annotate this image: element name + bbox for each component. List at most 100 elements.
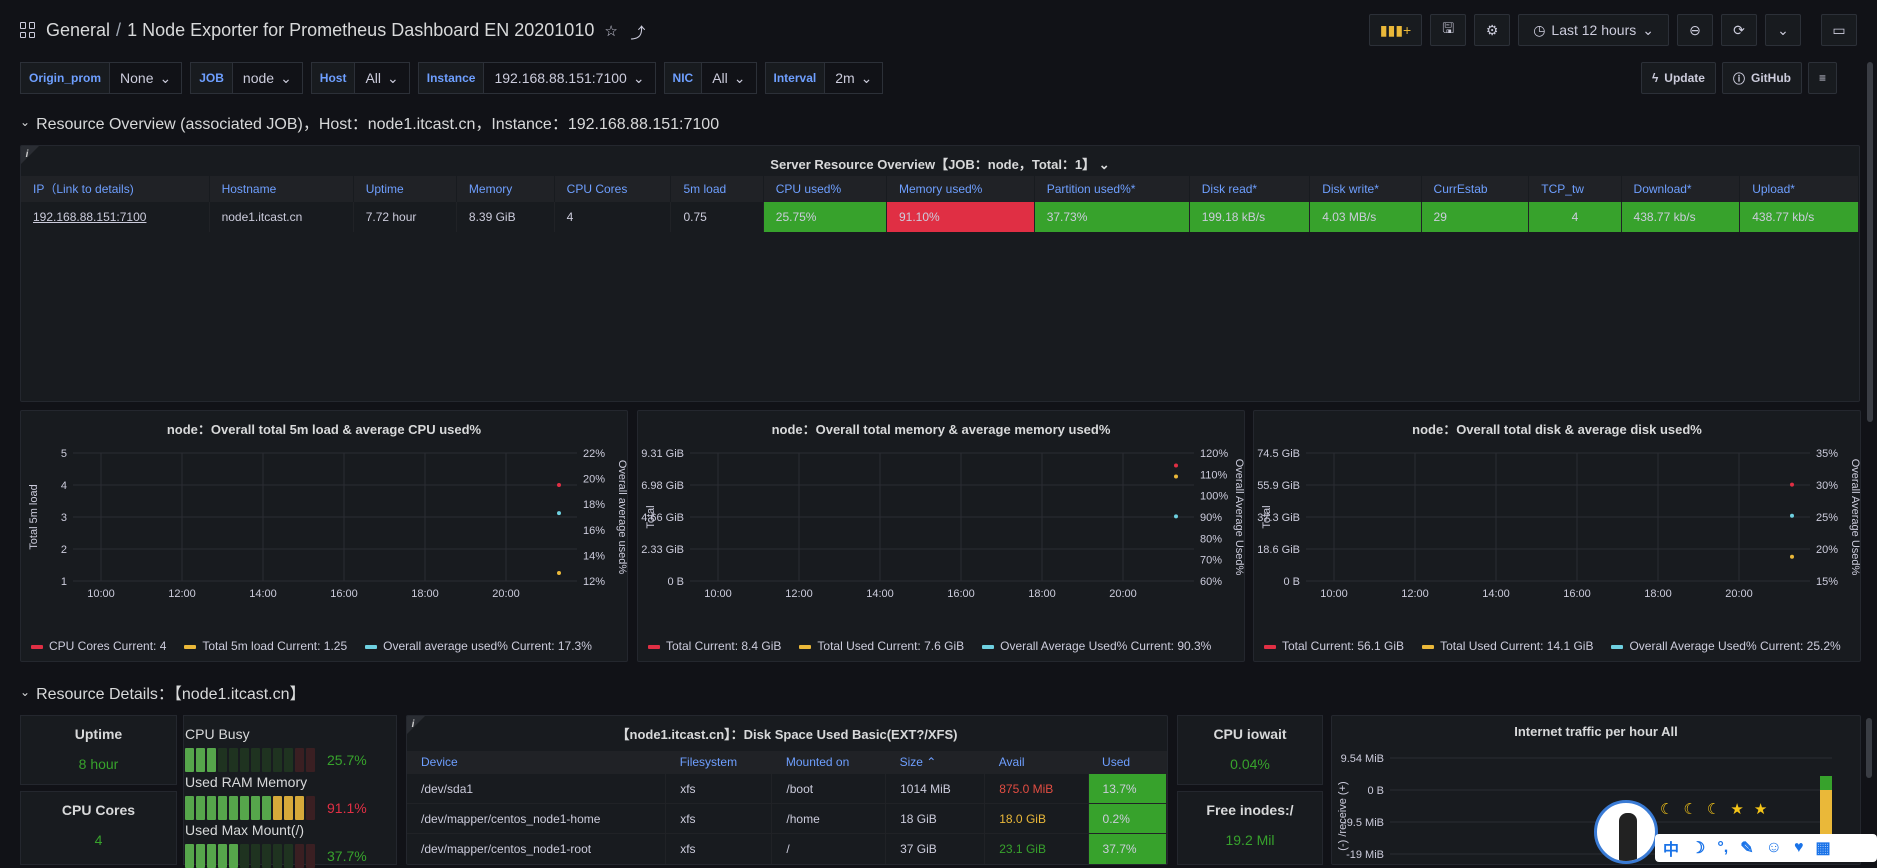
cell-size: 1014 MiB bbox=[885, 773, 986, 804]
moon-icon[interactable]: ☽ bbox=[1691, 840, 1706, 857]
x-tick-label: 16:00 bbox=[947, 588, 975, 600]
cell-download: 438.77 kb/s bbox=[1621, 201, 1741, 232]
star-icon[interactable]: ☆ bbox=[604, 23, 618, 40]
var-select-interval[interactable]: 2m ⌄ bbox=[825, 62, 884, 94]
stat-title[interactable]: CPU Cores bbox=[61, 802, 136, 818]
var-select-nic[interactable]: All ⌄ bbox=[702, 62, 757, 94]
memory-chart[interactable]: 9.31 GiB 6.98 GiB 4.66 GiB 2.33 GiB 0 B 120% 1… bbox=[638, 441, 1245, 631]
row-resource-overview[interactable]: ⌄ Resource Overview (associated JOB)，Host… bbox=[20, 110, 719, 134]
legend-item[interactable]: CPU Cores Current: 4 bbox=[31, 639, 166, 653]
col-tcp-tw[interactable]: TCP_tw bbox=[1528, 176, 1622, 202]
col-filesystem[interactable]: Filesystem bbox=[665, 751, 772, 774]
settings-button[interactable]: ⚙ bbox=[1474, 14, 1511, 46]
chinese-input-icon[interactable]: 中 bbox=[1663, 842, 1680, 859]
save-icon: 🖫 bbox=[1442, 20, 1455, 36]
legend-item[interactable]: Total 5m load Current: 1.25 bbox=[184, 639, 347, 653]
col-size[interactable]: Size ⌃ bbox=[885, 751, 985, 774]
col-used[interactable]: Used bbox=[1088, 751, 1167, 774]
stat-title[interactable]: Uptime bbox=[74, 726, 123, 742]
col-cpu-used[interactable]: CPU used% bbox=[763, 176, 887, 202]
update-link[interactable]: ϟ Update bbox=[1640, 62, 1716, 94]
panel-title[interactable]: Server Resource Overview【JOB：node，Total：… bbox=[770, 157, 1110, 172]
menu-button[interactable]: ≡ bbox=[1807, 62, 1837, 94]
legend-label: Overall Average Used% Current: 25.2% bbox=[1629, 639, 1841, 653]
stat-title[interactable]: Free inodes:/ bbox=[1206, 802, 1294, 818]
monitor-icon: ▭ bbox=[1832, 21, 1846, 38]
bar-gauge-value: 25.7% bbox=[327, 752, 367, 768]
legend-item[interactable]: Overall average used% Current: 17.3% bbox=[365, 639, 592, 653]
col-upload[interactable]: Upload* bbox=[1739, 176, 1859, 202]
legend-swatch bbox=[184, 644, 197, 649]
refresh-interval-button[interactable]: ⌄ bbox=[1765, 14, 1801, 46]
github-link[interactable]: ⓘ GitHub bbox=[1721, 62, 1802, 94]
tv-mode-button[interactable]: ▭ bbox=[1821, 14, 1857, 46]
col-partition-used[interactable]: Partition used%* bbox=[1034, 176, 1190, 202]
var-select-origin-prom[interactable]: None ⌄ bbox=[110, 62, 183, 94]
cell-disk-write: 4.03 MB/s bbox=[1309, 201, 1422, 232]
var-select-host[interactable]: All ⌄ bbox=[355, 62, 410, 94]
legend-item[interactable]: Total Current: 56.1 GiB bbox=[1264, 639, 1404, 653]
cell-ip[interactable]: 192.168.88.151:7100 bbox=[21, 201, 210, 232]
bar-gauge-cell bbox=[196, 748, 205, 772]
stat-value: 4 bbox=[94, 832, 103, 848]
page-scrollbar[interactable] bbox=[1867, 62, 1873, 422]
ip-link[interactable]: 192.168.88.151:7100 bbox=[33, 209, 147, 224]
col-avail[interactable]: Avail bbox=[984, 751, 1089, 774]
disk-chart[interactable]: 74.5 GiB 55.9 GiB 37.3 GiB 18.6 GiB 0 B 35% 30… bbox=[1254, 441, 1861, 631]
bar-gauge-cell bbox=[251, 844, 260, 868]
avatar-widget[interactable] bbox=[1594, 800, 1658, 864]
cell-uptime: 7.72 hour bbox=[353, 201, 457, 232]
legend-item[interactable]: Overall Average Used% Current: 25.2% bbox=[1611, 639, 1841, 653]
y-tick-label: -9.5 MiB bbox=[1343, 817, 1384, 829]
ime-toolbar[interactable]: 中 ☽ °, ✎ ☺ ♥ ▦ bbox=[1655, 834, 1877, 862]
col-hostname[interactable]: Hostname bbox=[209, 176, 354, 202]
share-icon[interactable]: ⤴ bbox=[630, 25, 646, 42]
col-currestab[interactable]: CurrEstab bbox=[1421, 176, 1530, 202]
save-button[interactable]: 🖫 bbox=[1430, 14, 1467, 46]
punctuation-icon[interactable]: °, bbox=[1717, 839, 1729, 856]
folder-link[interactable]: General bbox=[46, 19, 111, 40]
col-mounted-on[interactable]: Mounted on bbox=[771, 751, 886, 774]
zoom-out-button[interactable]: ⊖ bbox=[1677, 14, 1713, 46]
var-select-job[interactable]: node ⌄ bbox=[232, 62, 303, 94]
legend-item[interactable]: Total Used Current: 14.1 GiB bbox=[1422, 639, 1593, 653]
wrench-icon[interactable]: ✎ bbox=[1740, 840, 1754, 857]
col-download[interactable]: Download* bbox=[1621, 176, 1741, 202]
legend-item[interactable]: Total Current: 8.4 GiB bbox=[648, 639, 781, 653]
panel-title[interactable]: 【node1.itcast.cn】：Disk Space Used Basic(… bbox=[616, 727, 958, 742]
row-resource-details[interactable]: ⌄ Resource Details：【node1.itcast.cn】 bbox=[20, 680, 306, 704]
col-disk-write[interactable]: Disk write* bbox=[1309, 176, 1422, 202]
col-device[interactable]: Device bbox=[407, 751, 666, 774]
hamburger-icon: ≡ bbox=[1818, 71, 1826, 85]
col-uptime[interactable]: Uptime bbox=[353, 176, 457, 202]
time-picker[interactable]: ◷ Last 12 hours ⌄ bbox=[1518, 14, 1669, 46]
col-disk-read[interactable]: Disk read* bbox=[1189, 176, 1311, 202]
panel-title[interactable]: node：Overall total 5m load & average CPU… bbox=[166, 422, 482, 437]
y-tick-label: 37.3 GiB bbox=[1257, 512, 1300, 524]
emoji-icon[interactable]: ☺ bbox=[1765, 839, 1782, 856]
grid-icon[interactable]: ▦ bbox=[1815, 840, 1831, 857]
chevron-down-icon: ⌄ bbox=[1777, 21, 1789, 38]
col-ip[interactable]: IP（Link to details) bbox=[21, 176, 210, 202]
panel-title[interactable]: Internet traffic per hour All bbox=[1514, 724, 1678, 739]
col-memory[interactable]: Memory bbox=[456, 176, 555, 202]
var-select-instance[interactable]: 192.168.88.151:7100 ⌄ bbox=[484, 62, 656, 94]
skin-icon[interactable]: ♥ bbox=[1793, 839, 1804, 856]
legend-item[interactable]: Total Used Current: 7.6 GiB bbox=[799, 639, 964, 653]
panel-title[interactable]: node：Overall total memory & average memo… bbox=[771, 422, 1111, 437]
bar-gauge-cell bbox=[240, 796, 249, 820]
add-panel-button[interactable]: ▮▮▮+ bbox=[1368, 14, 1423, 46]
dashboard-nav: General / 1 Node Exporter for Prometheus… bbox=[0, 0, 1877, 60]
refresh-button[interactable]: ⟳ bbox=[1721, 14, 1757, 46]
stat-title[interactable]: CPU iowait bbox=[1213, 726, 1287, 742]
col-5m-load[interactable]: 5m load bbox=[670, 176, 764, 202]
dashboards-grid-icon[interactable] bbox=[20, 22, 36, 38]
breadcrumb: General / 1 Node Exporter for Prometheus… bbox=[46, 20, 594, 41]
col-cpu-cores[interactable]: CPU Cores bbox=[554, 176, 672, 202]
legend-item[interactable]: Overall Average Used% Current: 90.3% bbox=[982, 639, 1211, 653]
dashboard-title[interactable]: 1 Node Exporter for Prometheus Dashboard… bbox=[127, 19, 595, 40]
panel-scrollbar[interactable] bbox=[1866, 718, 1872, 778]
col-memory-used[interactable]: Memory used% bbox=[886, 176, 1035, 202]
panel-title[interactable]: node：Overall total disk & average disk u… bbox=[1412, 422, 1702, 437]
cpu-load-chart[interactable]: 5 4 3 2 1 22% 20% 18% 16% 14% 12% 10:00 12:00 14:00 16… bbox=[21, 441, 628, 631]
